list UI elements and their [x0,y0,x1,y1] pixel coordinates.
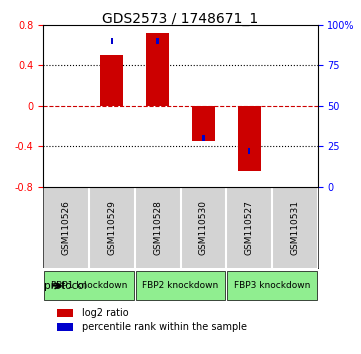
Text: percentile rank within the sample: percentile rank within the sample [82,322,247,332]
FancyBboxPatch shape [44,271,134,300]
Bar [100,55,123,106]
Text: GSM110528: GSM110528 [153,200,162,255]
Bar [57,309,74,317]
Bar [192,106,215,141]
Text: log2 ratio: log2 ratio [82,308,129,318]
Text: GSM110530: GSM110530 [199,200,208,255]
FancyBboxPatch shape [111,38,113,44]
Text: GSM110529: GSM110529 [108,200,116,255]
Text: GDS2573 / 1748671_1: GDS2573 / 1748671_1 [103,12,258,27]
Bar [57,323,74,331]
FancyBboxPatch shape [202,135,205,141]
Text: GSM110526: GSM110526 [62,200,71,255]
FancyBboxPatch shape [156,38,159,44]
Bar [238,106,261,171]
FancyBboxPatch shape [248,148,250,154]
Bar [146,33,169,106]
Text: FBP1 knockdown: FBP1 knockdown [51,281,127,290]
Text: GSM110527: GSM110527 [245,200,253,255]
Text: GSM110531: GSM110531 [290,200,299,255]
FancyBboxPatch shape [227,271,317,300]
Text: FBP2 knockdown: FBP2 knockdown [142,281,219,290]
Text: FBP3 knockdown: FBP3 knockdown [234,281,310,290]
Text: protocol: protocol [44,281,87,291]
FancyBboxPatch shape [136,271,225,300]
